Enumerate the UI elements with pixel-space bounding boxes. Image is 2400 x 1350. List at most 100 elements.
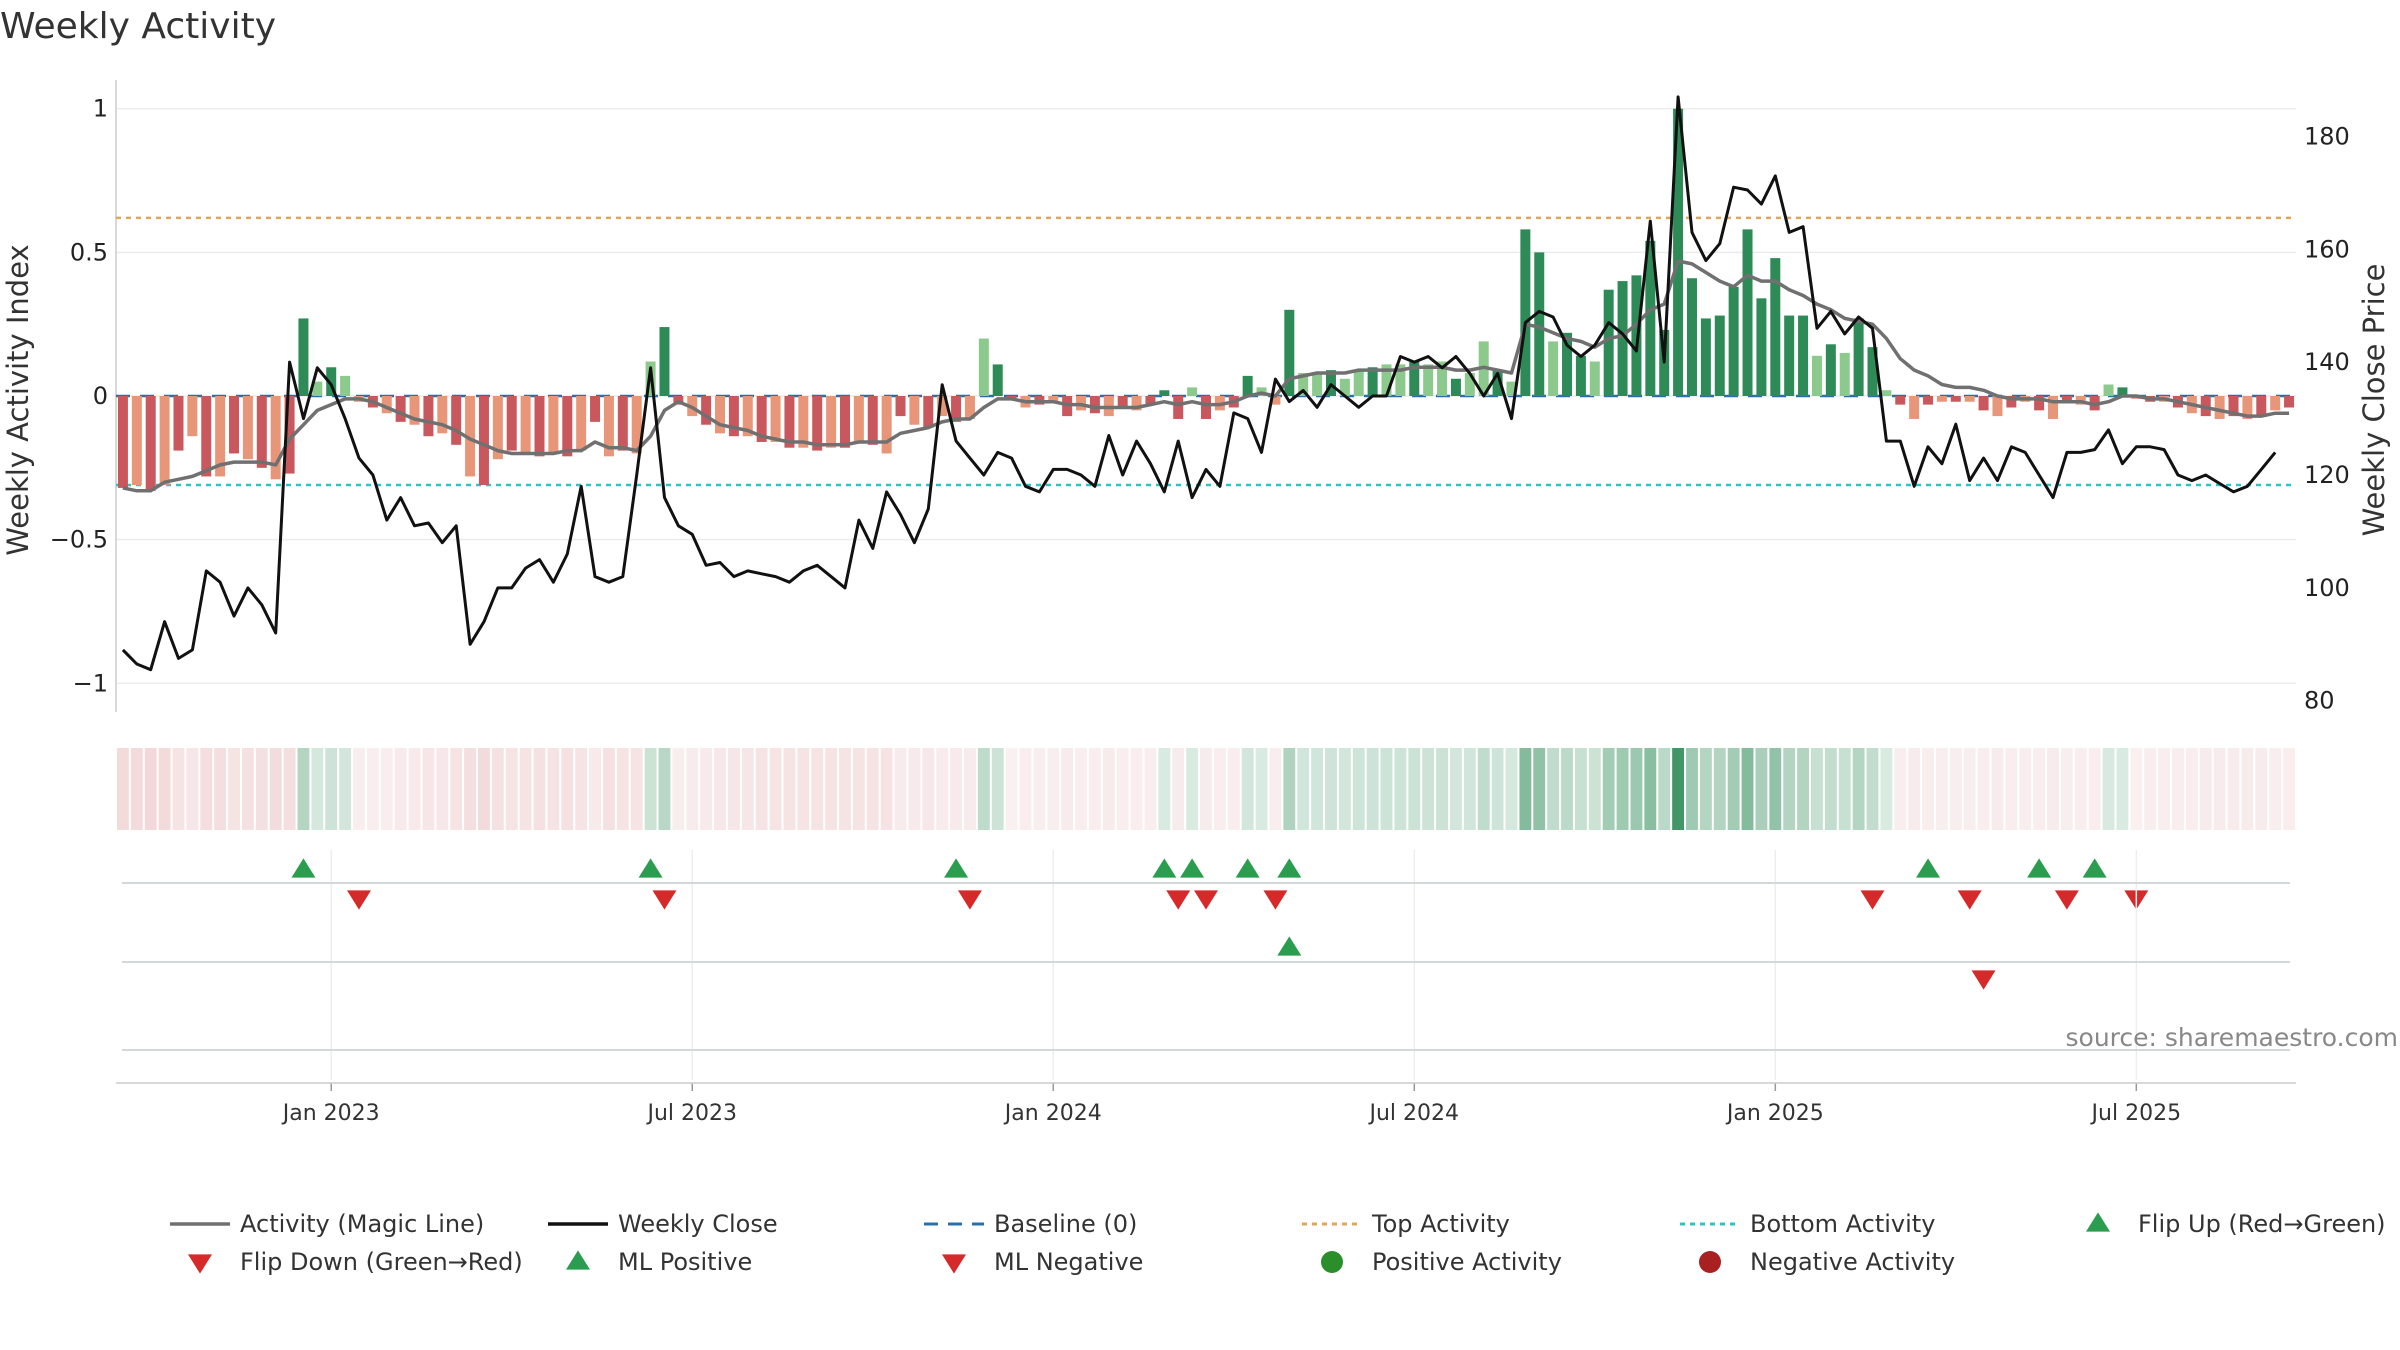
activity-bar	[1784, 315, 1795, 396]
heat-strip-cell	[1144, 748, 1157, 830]
heat-strip-cell	[1630, 748, 1643, 830]
activity-bar	[145, 396, 156, 491]
heat-strip-cell	[936, 748, 949, 830]
activity-bar	[756, 396, 767, 442]
heat-strip-cell	[1325, 748, 1337, 830]
heat-strip-cell	[1755, 748, 1768, 830]
heat-strip-cell	[658, 748, 671, 830]
activity-bar	[173, 396, 184, 451]
activity-bar	[1437, 361, 1448, 396]
heat-strip-cell	[1533, 748, 1546, 830]
heat-strip-cell	[1797, 748, 1810, 830]
heat-strip-cell	[2005, 748, 2018, 830]
heat-strip-cell	[589, 748, 601, 830]
heat-strip-cell	[700, 748, 713, 830]
activity-bar	[839, 396, 850, 448]
heat-strip-cell	[2227, 748, 2240, 830]
heat-strip-cell	[1991, 748, 2004, 830]
heat-strip-cell	[1283, 748, 1296, 830]
activity-bar	[659, 327, 670, 396]
heat-strip-cell	[2241, 748, 2254, 830]
activity-bar	[1048, 396, 1059, 402]
y-right-tick-label: 80	[2304, 687, 2335, 715]
heat-strip-cell	[1658, 748, 1671, 830]
y-right-tick-label: 100	[2304, 574, 2350, 602]
x-tick-label: Jul 2025	[2090, 1101, 2182, 1126]
heat-strip-cell	[2047, 748, 2059, 830]
activity-bar	[423, 396, 434, 437]
activity-bar	[1631, 275, 1642, 396]
y-right-tick-label: 180	[2304, 122, 2350, 150]
heat-strip-cell	[283, 748, 296, 830]
heat-strip-cell	[950, 748, 963, 830]
activity-bar	[312, 381, 323, 396]
heat-strip-cell	[505, 748, 518, 830]
legend-label: Flip Up (Red→Green)	[2138, 1210, 2386, 1238]
activity-bar	[1284, 309, 1295, 396]
legend-label: Negative Activity	[1750, 1248, 1955, 1276]
heat-strip-cell	[1922, 748, 1934, 830]
legend-label: Activity (Magic Line)	[240, 1210, 484, 1238]
heat-strip-cell	[1686, 748, 1698, 830]
heat-strip-cell	[408, 748, 421, 830]
activity-bar	[1409, 361, 1420, 396]
heat-strip-cell	[2019, 748, 2032, 830]
activity-bar	[1895, 396, 1906, 405]
flip-down-marker	[1263, 890, 1288, 910]
heat-strip-cell	[380, 748, 393, 830]
activity-bar	[1298, 373, 1309, 396]
heat-strip-cell	[228, 748, 240, 830]
activity-bar	[2284, 396, 2295, 408]
activity-bar	[951, 396, 962, 422]
heat-strip-cell	[964, 748, 976, 830]
heat-strip-cell	[1838, 748, 1851, 830]
activity-bar	[1145, 396, 1156, 405]
heat-strip-cell	[478, 748, 490, 830]
activity-bar	[298, 318, 309, 396]
y-right-label: Weekly Close Price	[2357, 264, 2391, 537]
heat-strip-cell	[325, 748, 338, 830]
activity-bar	[1367, 367, 1378, 396]
activity-bar	[1548, 341, 1559, 396]
heat-strip-cell	[1047, 748, 1060, 830]
legend-label: Baseline (0)	[994, 1210, 1137, 1238]
activity-bar	[770, 396, 781, 442]
heat-strip-cell	[1866, 748, 1879, 830]
activity-bar	[1742, 229, 1753, 396]
activity-bar	[1506, 381, 1517, 396]
heat-strip-cell	[2283, 748, 2295, 830]
activity-bar	[1867, 347, 1878, 396]
activity-bar	[409, 396, 420, 425]
activity-bar	[590, 396, 601, 422]
activity-bar	[1131, 396, 1142, 411]
heat-strip-cell	[1602, 748, 1615, 830]
heat-strip-cell	[130, 748, 143, 830]
heat-strip-cell	[339, 748, 352, 830]
activity-bar	[1686, 278, 1697, 396]
activity-bar	[812, 396, 823, 451]
activity-bar	[1117, 396, 1128, 408]
heat-strip-cell	[644, 748, 657, 830]
heat-strip-cell	[533, 748, 546, 830]
activity-bar	[1423, 364, 1434, 396]
activity-bar	[1381, 364, 1392, 396]
legend-label: Positive Activity	[1372, 1248, 1562, 1276]
activity-bar	[1187, 387, 1198, 396]
activity-bar	[1089, 396, 1100, 414]
heat-strip-cell	[1769, 748, 1782, 830]
heat-strip-cell	[1116, 748, 1129, 830]
heat-strip-cell	[1269, 748, 1282, 830]
weekly-close-line	[121, 95, 2277, 672]
flip-up-marker	[291, 858, 316, 878]
heat-strip-cell	[1477, 748, 1490, 830]
heat-strip-cell	[422, 748, 435, 830]
heat-strip-cell	[1311, 748, 1324, 830]
activity-bar	[1770, 258, 1781, 396]
heat-strip-cell	[2255, 748, 2268, 830]
activity-bar	[326, 367, 337, 396]
activity-bar	[1964, 396, 1975, 402]
heat-strip-cell	[1616, 748, 1629, 830]
heat-strip-cell	[172, 748, 185, 830]
heat-strip-cell	[200, 748, 213, 830]
activity-bar	[131, 396, 142, 486]
